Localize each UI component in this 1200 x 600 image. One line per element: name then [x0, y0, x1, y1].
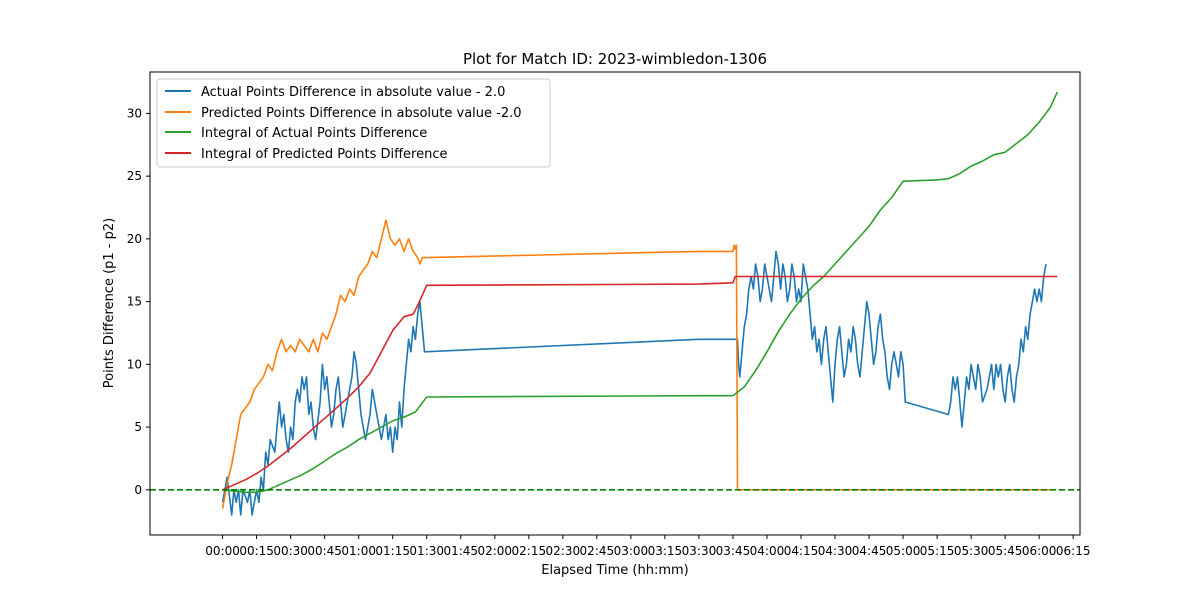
- y-tick-label: 5: [134, 420, 142, 434]
- x-tick-label: 03:45: [716, 544, 751, 558]
- x-tick-label: 00:15: [239, 544, 274, 558]
- plot-area: [150, 91, 1080, 516]
- x-tick-label: 05:15: [920, 544, 955, 558]
- x-tick-label: 03:00: [614, 544, 649, 558]
- x-tick-label: 00:45: [307, 544, 342, 558]
- legend-label-integral-predicted: Integral of Predicted Points Difference: [201, 147, 448, 162]
- series-line-2: [221, 219, 1051, 509]
- legend: Actual Points Difference in absolute val…: [156, 78, 551, 168]
- legend-label-predicted: Predicted Points Difference in absolute …: [201, 106, 522, 121]
- x-axis-label: Elapsed Time (hh:mm): [541, 563, 688, 578]
- x-tick-label: 05:00: [886, 544, 921, 558]
- x-tick-label: 05:45: [988, 544, 1023, 558]
- series-line-3: [222, 91, 1059, 494]
- x-tick-label: 02:30: [546, 544, 581, 558]
- y-tick-label: 15: [127, 295, 142, 309]
- chart-title: Plot for Match ID: 2023-wimbledon-1306: [463, 50, 767, 68]
- x-tick-label: 00:00: [205, 544, 240, 558]
- legend-box: [156, 78, 551, 168]
- x-tick-label: 04:30: [818, 544, 853, 558]
- y-tick-label: 25: [127, 169, 142, 183]
- x-tick-label: 01:45: [443, 544, 478, 558]
- x-tick-label: 01:15: [375, 544, 410, 558]
- axis-ticks: 00:00 00:15 00:30 00:45 01:00 01:15 01:30 01:45…: [127, 106, 1091, 558]
- legend-label-actual: Actual Points Difference in absolute val…: [201, 85, 505, 100]
- x-tick-label: 06:00: [1022, 544, 1057, 558]
- series-line-1: [221, 250, 1047, 516]
- x-tick-label: 01:30: [409, 544, 444, 558]
- y-tick-label: 10: [127, 357, 142, 371]
- x-tick-label: 04:15: [784, 544, 819, 558]
- series-line-4: [222, 275, 1058, 491]
- x-tick-label: 02:15: [512, 544, 547, 558]
- y-tick-label: 30: [127, 106, 142, 120]
- x-tick-label: 04:00: [750, 544, 785, 558]
- x-tick-label: 05:30: [954, 544, 989, 558]
- axes-frame: [149, 71, 1081, 536]
- x-tick-label: 02:00: [477, 544, 512, 558]
- x-tick-label: 06:15: [1056, 544, 1091, 558]
- y-tick-label: 0: [134, 483, 142, 497]
- x-tick-label: 03:30: [682, 544, 717, 558]
- x-tick-label: 02:45: [580, 544, 615, 558]
- legend-label-integral-actual: Integral of Actual Points Difference: [201, 126, 427, 141]
- x-tick-label: 01:00: [341, 544, 376, 558]
- x-tick-label: 03:15: [648, 544, 683, 558]
- y-tick-label: 20: [127, 232, 142, 246]
- x-tick-label: 00:30: [273, 544, 308, 558]
- x-tick-label: 04:45: [852, 544, 887, 558]
- y-axis-label: Points Difference (p1 - p2): [102, 218, 117, 388]
